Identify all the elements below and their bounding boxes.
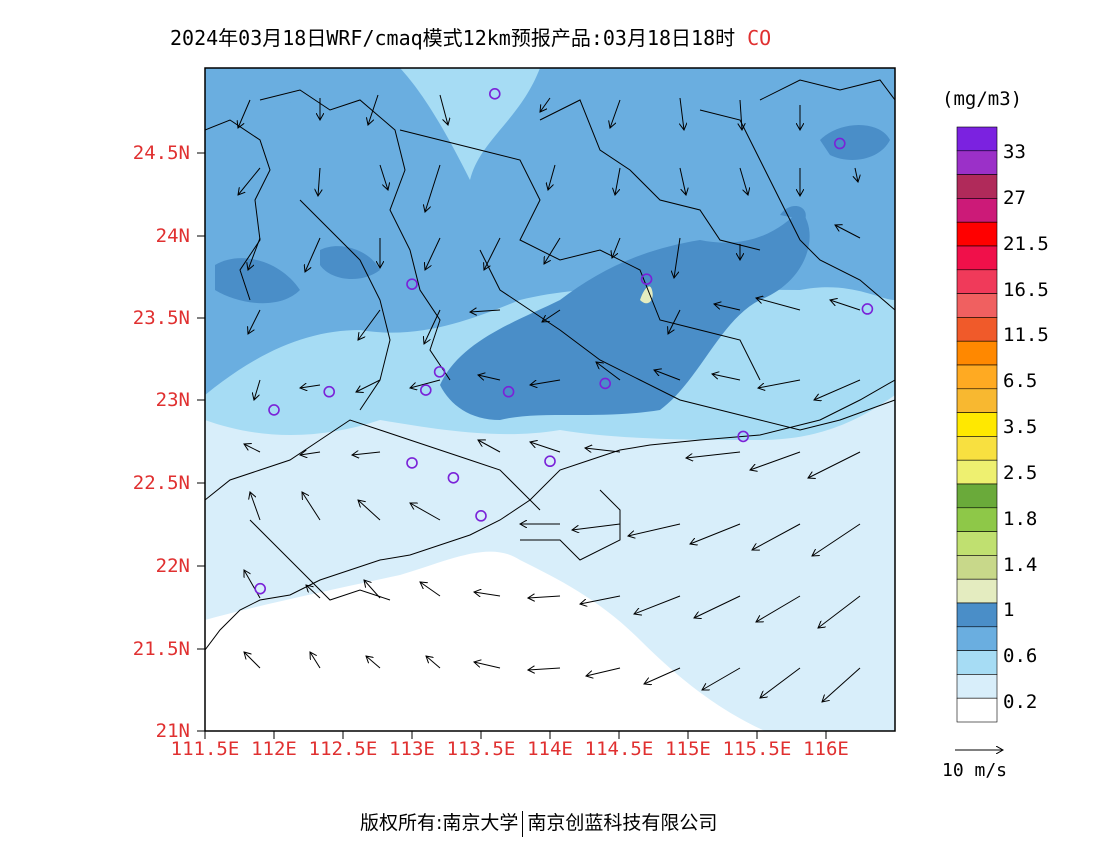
station-marker: [833, 137, 846, 150]
monitoring-stations: [254, 88, 874, 595]
concentration-field: [205, 68, 895, 731]
footer-company: 南京创蓝科技有限公司: [527, 812, 718, 834]
legend-swatch: [956, 245, 998, 271]
lon-label: 113.5E: [446, 738, 516, 760]
station-marker: [254, 582, 267, 595]
title-text: 2024年03月18日WRF/cmaq模式12km预报产品:03月18日18时: [170, 26, 736, 50]
species-label: CO: [747, 26, 772, 50]
legend-label: 3.5: [1003, 416, 1038, 438]
lat-label: 23.5N: [132, 307, 190, 329]
lat-label: 24N: [155, 225, 190, 247]
legend-label: 27: [1003, 187, 1026, 209]
legend-swatch: [956, 483, 998, 509]
legend-swatch: [956, 602, 998, 628]
legend-swatch: [956, 293, 998, 318]
legend-swatch: [956, 317, 998, 342]
legend-swatch: [956, 221, 998, 247]
legend-swatch: [956, 626, 998, 651]
legend-label: 21.5: [1003, 233, 1049, 255]
lat-label: 24.5N: [132, 142, 190, 164]
wind-vectors: [238, 94, 860, 702]
footer-divider: [522, 810, 524, 837]
legend-swatch: [956, 340, 998, 366]
station-marker: [488, 88, 501, 100]
station-marker: [268, 404, 280, 416]
map-title: 2024年03月18日WRF/cmaq模式12km预报产品:03月18日18时 C…: [170, 22, 771, 51]
legend-label: 2.5: [1003, 462, 1038, 484]
station-marker: [323, 385, 336, 398]
legend-label: 33: [1003, 141, 1026, 163]
lat-label: 22N: [155, 555, 190, 577]
station-marker: [502, 385, 515, 398]
legend-label: 11.5: [1003, 324, 1049, 346]
legend-label: 0.2: [1003, 691, 1038, 713]
footer-owner: 版权所有:南京大学: [360, 812, 519, 834]
axis-ticks: [197, 152, 827, 739]
legend-swatch: [956, 697, 998, 723]
legend-swatch: [956, 412, 998, 437]
legend-swatch: [956, 269, 998, 294]
legend-swatch: [956, 650, 998, 675]
legend-swatch: [956, 150, 998, 175]
lon-label: 115.5E: [722, 738, 792, 760]
station-marker: [406, 457, 418, 469]
legend-unit: (mg/m3): [942, 88, 1023, 110]
station-marker: [861, 303, 874, 315]
legend-swatch: [956, 388, 998, 413]
legend-swatch: [956, 198, 998, 223]
station-marker: [737, 430, 750, 443]
station-marker: [419, 384, 432, 396]
legend-swatch: [956, 436, 998, 461]
legend-label: 0.6: [1003, 645, 1038, 667]
lon-label: 113E: [389, 738, 435, 760]
lon-label: 114E: [527, 738, 573, 760]
lon-label: 116E: [803, 738, 849, 760]
lon-label: 112.5E: [308, 738, 378, 760]
legend-label: 1.8: [1003, 508, 1038, 530]
legend-swatch: [956, 174, 998, 199]
station-marker: [599, 377, 612, 390]
station-marker: [447, 471, 460, 484]
lon-label: 115E: [665, 738, 711, 760]
lat-label: 23N: [155, 389, 190, 411]
legend-label: 1.4: [1003, 554, 1038, 576]
lat-label: 21.5N: [132, 638, 190, 660]
legend-colorbar: [956, 126, 998, 723]
legend-swatch: [956, 507, 998, 532]
boundary-lines: [205, 79, 895, 651]
station-marker: [544, 455, 556, 468]
lat-label: 22.5N: [132, 472, 190, 494]
legend-label: 6.5: [1003, 370, 1038, 392]
wind-scale-label: 10 m/s: [942, 760, 1008, 781]
legend-swatch: [956, 459, 998, 485]
legend-swatch: [956, 674, 998, 699]
legend-swatch: [956, 364, 998, 390]
copyright-footer: 版权所有:南京大学 南京创蓝科技有限公司: [360, 808, 717, 837]
station-marker: [475, 510, 487, 522]
legend-swatch: [956, 578, 998, 604]
legend-label: 16.5: [1003, 279, 1049, 301]
station-marker: [406, 278, 418, 290]
legend-label: 1: [1003, 599, 1015, 621]
legend-swatch: [956, 531, 998, 556]
legend-swatch: [956, 126, 998, 152]
lon-label: 114.5E: [584, 738, 654, 760]
station-marker: [433, 366, 446, 378]
station-marker: [640, 273, 653, 285]
lat-label: 21N: [155, 720, 190, 742]
legend-swatch: [956, 555, 998, 580]
lon-label: 112E: [251, 738, 297, 760]
lon-label: 111.5E: [170, 738, 240, 760]
